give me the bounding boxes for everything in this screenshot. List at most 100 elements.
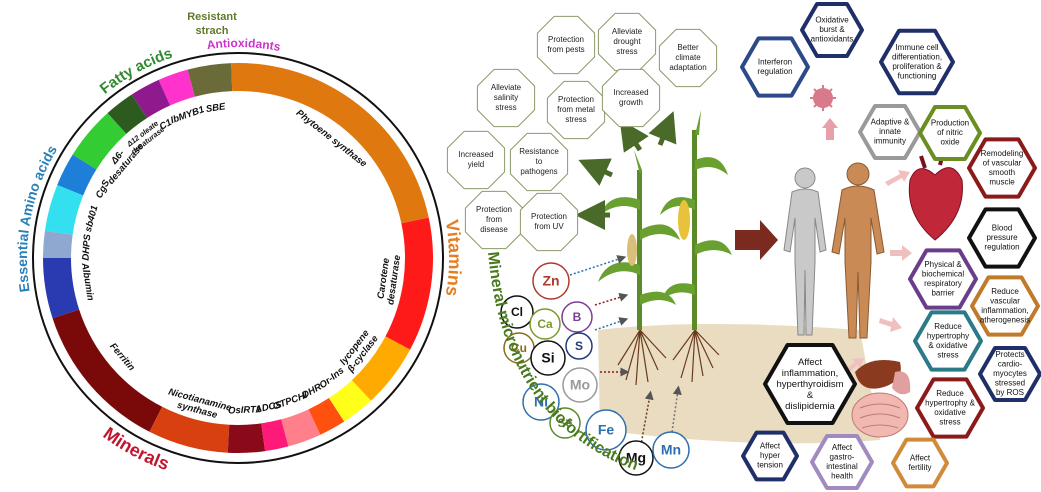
benefit-line: from metal (557, 105, 595, 114)
segment-label: Albumin (79, 261, 96, 301)
benefit-text: Protectionfrom pests (547, 35, 584, 54)
effect-line: Physical & (924, 260, 962, 269)
benefit-line: yield (468, 160, 484, 169)
effect-line: by ROS (996, 388, 1024, 397)
benefit-line: Protection (548, 35, 584, 44)
benefit-line: stress (616, 47, 637, 56)
up-arrow (822, 118, 838, 140)
effect-line: Affect (910, 453, 931, 462)
effect-line: proliferation & (892, 62, 942, 71)
effect-line: Affect (798, 357, 822, 368)
effect-line: immunity (874, 137, 906, 146)
effect-line: stress (937, 350, 958, 359)
effect-line: & (807, 390, 814, 401)
corn-cob (678, 200, 690, 240)
benefit-line: from (486, 215, 502, 224)
benefit-line: salinity (494, 93, 518, 102)
effect-line: Remodeling (981, 149, 1024, 158)
element-symbol: Cl (511, 305, 523, 319)
ring-segment (53, 310, 163, 432)
effect-line: intestinal (826, 462, 858, 471)
effect-line: hypertrophy & (925, 398, 975, 407)
effect-line: Reduce (936, 389, 964, 398)
benefit-line: growth (619, 98, 643, 107)
benefit-line: from UV (534, 222, 564, 231)
effect-line: Protects (995, 350, 1024, 359)
segment-label-text: Or-Ins (317, 365, 346, 391)
effect-line: barrier (931, 288, 954, 297)
effect-line: myocytes (993, 369, 1027, 378)
effect-line: vascular (990, 296, 1020, 305)
effect-line: Immune cell (895, 43, 938, 52)
human-tan (832, 163, 884, 338)
group-label-path: Antioxidants (206, 36, 282, 54)
segment-label: sb401 (82, 204, 100, 233)
effect-line: & oxidative (928, 341, 968, 350)
benefit-line: climate (675, 53, 701, 62)
effect-line: innate (879, 127, 901, 136)
effect-line: gastro- (830, 452, 855, 461)
effect-line: smooth (989, 168, 1015, 177)
segment-label-line: Or-Ins (317, 365, 346, 391)
effect-line: muscle (989, 177, 1015, 186)
effect-line: functioning (898, 71, 937, 80)
effect-line: Adaptive & (871, 118, 910, 127)
segment-label-text: Carotenedesaturase (374, 252, 402, 305)
segment-label-line: Albumin (79, 261, 96, 301)
segment-label: Or-Ins (317, 365, 346, 391)
effect-line: Oxidative (815, 16, 849, 25)
effect-line: regulation (984, 243, 1019, 252)
effect-line: cardio- (998, 360, 1023, 369)
element-symbol: Mn (661, 442, 681, 458)
element-symbol: Zn (542, 273, 559, 289)
big-arrow (735, 220, 778, 260)
benefit-line: Alleviate (612, 27, 643, 36)
effect-line: differentiation, (892, 52, 942, 61)
benefit-line: disease (480, 225, 508, 234)
effect-line: respiratory (924, 279, 962, 288)
heart (909, 168, 962, 240)
effect-line: stressed (995, 379, 1025, 388)
benefit-line: from pests (547, 45, 584, 54)
maize-plants (598, 110, 732, 330)
segment-label-text: DHPS (80, 233, 93, 261)
benefit-line: Protection (558, 95, 594, 104)
effect-line: pressure (986, 233, 1018, 242)
leaves (598, 110, 732, 305)
group-label-path: Vitamins (442, 218, 465, 297)
benefit-line: to (536, 157, 543, 166)
ring: SBEIbMYB1C1Δ12 oleatedesaturaseΔ6-desatu… (33, 53, 443, 463)
effect-line: inflammation, (782, 368, 839, 379)
effect-line: of nitric (937, 128, 963, 137)
segment-label-text: sb401 (82, 204, 100, 233)
effect-text: Immune celldifferentiation,proliferation… (892, 43, 942, 81)
benefit-line: Increased (613, 88, 648, 97)
benefit-line: Protection (476, 205, 512, 214)
benefit-line: drought (613, 37, 641, 46)
element-symbol: Fe (598, 422, 615, 438)
segment-label-text: IbMYB1 (169, 104, 206, 126)
effect-line: Blood (992, 224, 1012, 233)
benefit-line: adaptation (669, 63, 706, 72)
effect-line: burst & (819, 25, 845, 34)
effect-line: Production (931, 119, 969, 128)
effect-line: regulation (757, 67, 792, 76)
digestive-organs (852, 360, 910, 437)
benefit-line: pathogens (520, 167, 557, 176)
effect-line: hyperthyroidism (776, 379, 843, 390)
effect-line: inflammation, (981, 306, 1029, 315)
group-label: Antioxidants (206, 36, 282, 54)
effect-line: hyper (760, 451, 780, 460)
segment-label-line: sb401 (82, 204, 100, 233)
effect-line: Interferon (758, 57, 792, 66)
effect-line: stress (939, 417, 960, 426)
element-symbol: B (573, 310, 582, 324)
ring-segment (43, 231, 73, 258)
benefit-line: stress (495, 103, 516, 112)
effect-line: dislipidemia (785, 401, 835, 412)
benefit-line: Increased (458, 150, 493, 159)
element-symbol: Si (541, 350, 554, 366)
segment-label-line: SBE (205, 101, 227, 115)
effect-line: biochemical (922, 269, 964, 278)
